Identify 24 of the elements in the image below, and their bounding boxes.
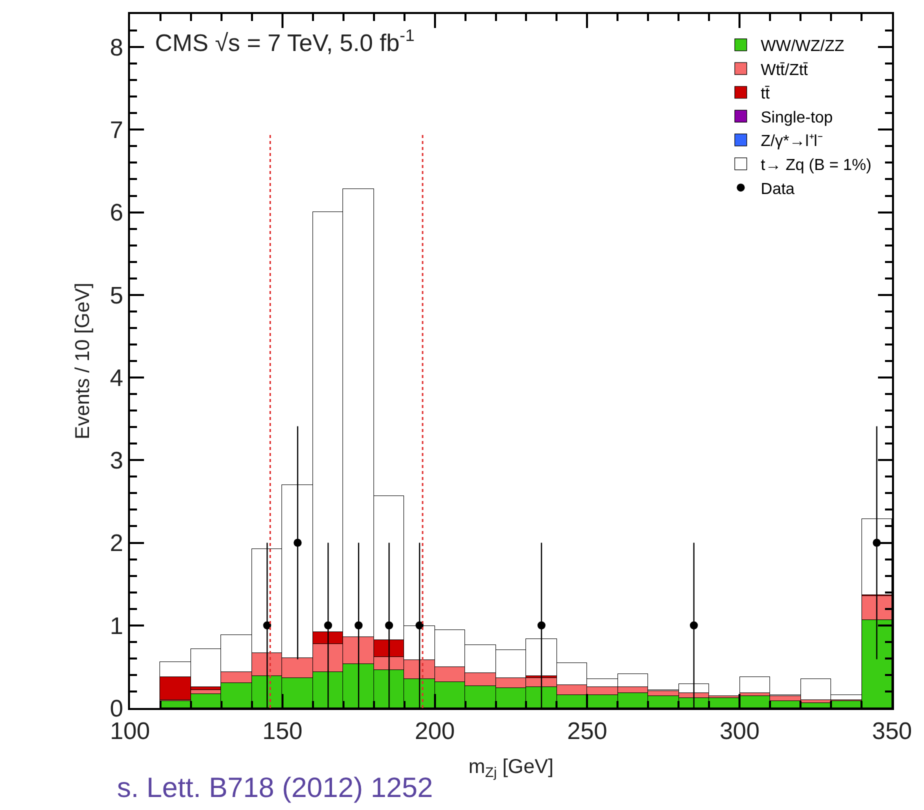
legend-label: tt̄ xyxy=(760,86,770,103)
legend-label: WW/WZ/ZZ xyxy=(760,38,844,56)
legend-label: Data xyxy=(760,180,795,198)
legend-label: Single-top xyxy=(760,109,833,126)
y-tick-label: 5 xyxy=(110,282,124,310)
y-tick-label: 6 xyxy=(110,200,124,227)
x-tick-label: 200 xyxy=(414,718,455,745)
x-axis-title: m$_{Zj}$ [GeV] xyxy=(468,756,554,780)
legend-label: Z/γ*→l⁺l⁻ xyxy=(760,133,822,150)
y-tick-label: 1 xyxy=(110,612,124,640)
legend-label: Wtt̄/Ztt̄ xyxy=(760,62,808,79)
x-tick-label: 250 xyxy=(567,718,608,745)
y-tick-label: 4 xyxy=(110,364,124,392)
text: s. Lett. B718 (2012) 1252 xyxy=(117,772,433,803)
x-tick-label: 300 xyxy=(720,718,760,745)
y-tick-label: 7 xyxy=(110,117,124,144)
y-axis-title: Events / 10 [GeV] xyxy=(72,282,94,440)
y-tick-label: 2 xyxy=(110,530,124,558)
annotation: CMS √s = 7 TeV, 5.0 fb$^{-1}$ xyxy=(155,26,415,58)
y-tick-label: 3 xyxy=(110,448,124,475)
y-tick-label: 8 xyxy=(110,34,124,62)
x-tick-label: 350 xyxy=(872,718,912,745)
x-tick-label: 150 xyxy=(262,718,302,745)
legend-label: t→ Zq (B = 1%) xyxy=(760,157,872,174)
